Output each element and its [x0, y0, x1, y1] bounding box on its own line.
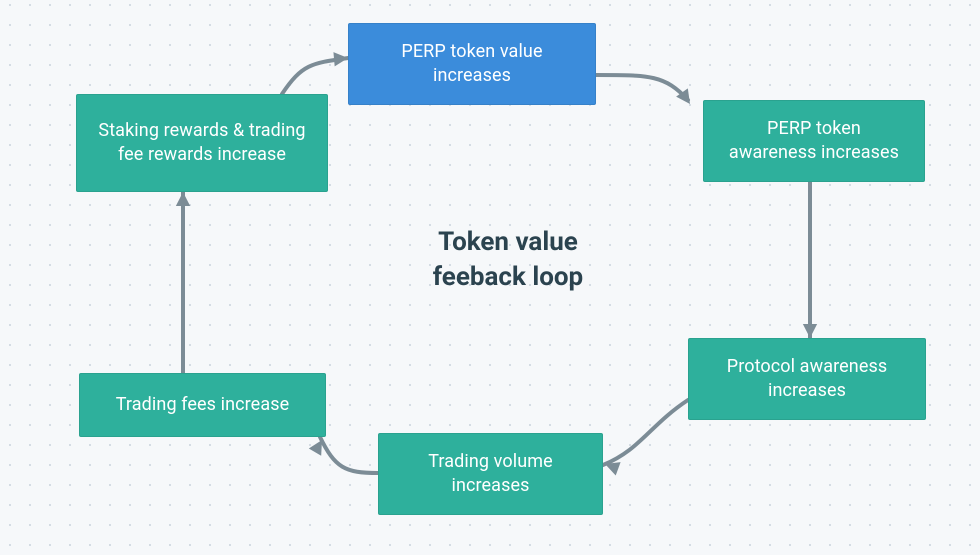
- edge-n3-n4: [603, 400, 688, 465]
- arrowhead-n6-n1: [333, 51, 348, 66]
- title-line-1: Token value: [438, 227, 578, 257]
- arrowhead-n5-n6: [176, 192, 190, 206]
- title-line-2: feeback loop: [433, 262, 583, 292]
- node-staking-rewards: Staking rewards & trading fee rewards in…: [76, 94, 328, 192]
- node-label: PERP token awareness increases: [722, 117, 906, 166]
- node-label: Protocol awareness increases: [707, 355, 907, 404]
- node-perp-token-value: PERP token value increases: [348, 23, 596, 105]
- node-label: Trading volume increases: [397, 450, 584, 499]
- node-label: Staking rewards & trading fee rewards in…: [95, 119, 309, 168]
- node-label: PERP token value increases: [367, 40, 577, 89]
- arrowhead-n4-n5: [309, 436, 328, 455]
- diagram-canvas: Token value feeback loop PERP token valu…: [0, 0, 980, 555]
- node-trading-fees: Trading fees increase: [79, 373, 326, 437]
- node-trading-volume: Trading volume increases: [378, 433, 603, 515]
- node-label: Trading fees increase: [116, 393, 290, 417]
- arrowhead-n1-n2: [676, 88, 696, 108]
- arrowhead-n2-n3: [803, 324, 817, 338]
- edge-n1-n2: [596, 75, 688, 100]
- diagram-title: Token value feeback loop: [398, 225, 618, 295]
- node-protocol-awareness: Protocol awareness increases: [688, 338, 926, 420]
- edge-n6-n1: [282, 58, 348, 94]
- node-perp-token-awareness: PERP token awareness increases: [703, 100, 925, 182]
- edge-n4-n5: [320, 437, 378, 473]
- arrowhead-n3-n4: [603, 457, 621, 475]
